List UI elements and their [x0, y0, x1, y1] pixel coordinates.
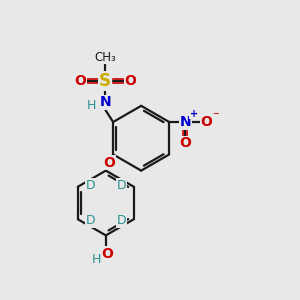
Text: H: H: [87, 99, 96, 112]
Text: H: H: [92, 253, 101, 266]
Text: N: N: [180, 115, 191, 129]
Text: CH₃: CH₃: [94, 51, 116, 64]
Text: O: O: [179, 136, 191, 150]
Text: S: S: [99, 72, 111, 90]
Text: O: O: [124, 74, 136, 88]
Text: N: N: [99, 95, 111, 109]
Text: O: O: [101, 247, 113, 261]
Text: O: O: [74, 74, 86, 88]
Text: O: O: [103, 155, 116, 170]
Text: O: O: [201, 115, 212, 129]
Text: +: +: [190, 109, 198, 119]
Text: D: D: [85, 214, 95, 227]
Text: ⁻: ⁻: [212, 110, 219, 123]
Text: D: D: [117, 214, 126, 227]
Text: D: D: [85, 179, 95, 192]
Text: D: D: [117, 179, 126, 192]
